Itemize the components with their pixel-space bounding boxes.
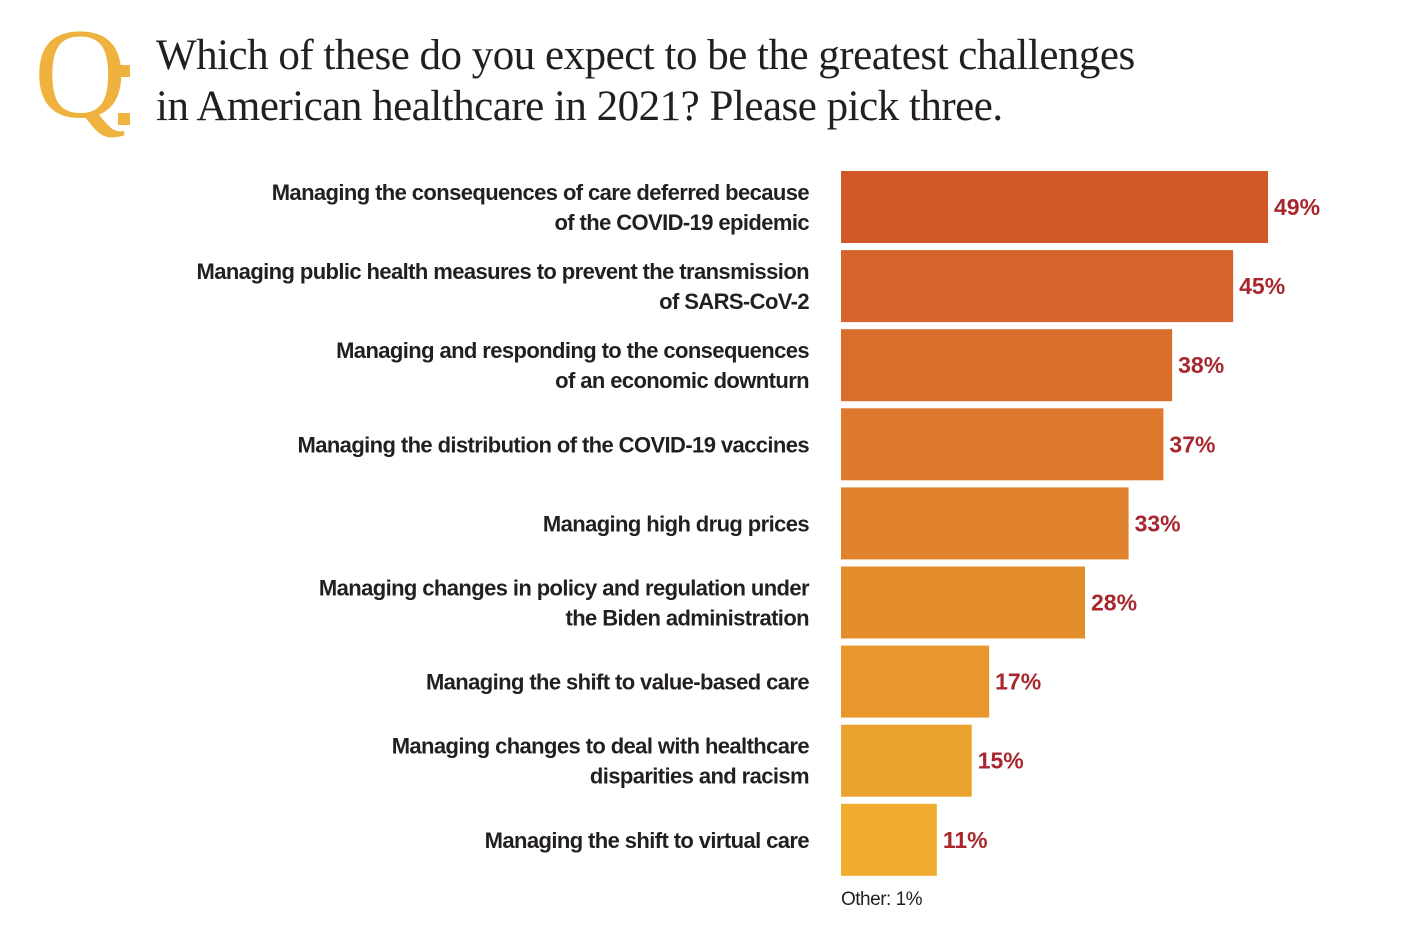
q-dot-top — [118, 65, 130, 77]
bar-6 — [841, 566, 1085, 639]
question-line-2: in American healthcare in 2021? Please p… — [156, 83, 1003, 130]
other-footnote: Other: 1% — [841, 889, 923, 910]
category-label-1-line-1: Managing the consequences of care deferr… — [272, 180, 810, 205]
category-label-8-line-1: Managing changes to deal with healthcare — [392, 734, 810, 759]
value-label-9: 11% — [943, 827, 988, 853]
category-label-6-line-1: Managing changes in policy and regulatio… — [319, 576, 810, 601]
category-label-2-line-2: of SARS-CoV-2 — [659, 289, 809, 314]
value-label-6: 28% — [1091, 590, 1137, 616]
question-title: Which of these do you expect to be the g… — [156, 30, 1386, 132]
q-letter: Q — [34, 3, 127, 145]
value-label-7: 17% — [995, 669, 1041, 695]
bar-8 — [841, 724, 972, 797]
value-label-3: 38% — [1178, 352, 1224, 378]
value-label-2: 45% — [1239, 273, 1285, 299]
value-label-1: 49% — [1274, 194, 1320, 220]
bar-3 — [841, 329, 1173, 402]
bar-5 — [841, 487, 1129, 560]
bar-1 — [841, 171, 1268, 243]
value-label-4: 37% — [1169, 431, 1215, 457]
category-label-2-line-1: Managing public health measures to preve… — [196, 259, 809, 284]
category-label-8-line-2: disparities and racism — [590, 764, 809, 789]
category-label-7-line-1: Managing the shift to value-based care — [426, 670, 809, 695]
bar-4 — [841, 408, 1164, 481]
question-mark-logo: Q — [34, 10, 139, 144]
category-label-1-line-2: of the COVID-19 epidemic — [554, 210, 809, 235]
question-line-1: Which of these do you expect to be the g… — [156, 32, 1135, 79]
value-label-5: 33% — [1135, 510, 1181, 536]
bar-7 — [841, 645, 990, 718]
category-label-3-line-1: Managing and responding to the consequen… — [336, 338, 809, 363]
bar-2 — [841, 250, 1234, 323]
value-label-8: 15% — [978, 748, 1024, 774]
bar-9 — [841, 803, 937, 876]
category-label-4-line-1: Managing the distribution of the COVID-1… — [297, 432, 809, 457]
category-label-3-line-2: of an economic downturn — [555, 368, 809, 393]
category-label-6-line-2: the Biden administration — [565, 606, 809, 631]
category-label-9-line-1: Managing the shift to virtual care — [485, 828, 810, 853]
category-label-5-line-1: Managing high drug prices — [543, 511, 809, 536]
q-dot-bottom — [118, 113, 130, 125]
